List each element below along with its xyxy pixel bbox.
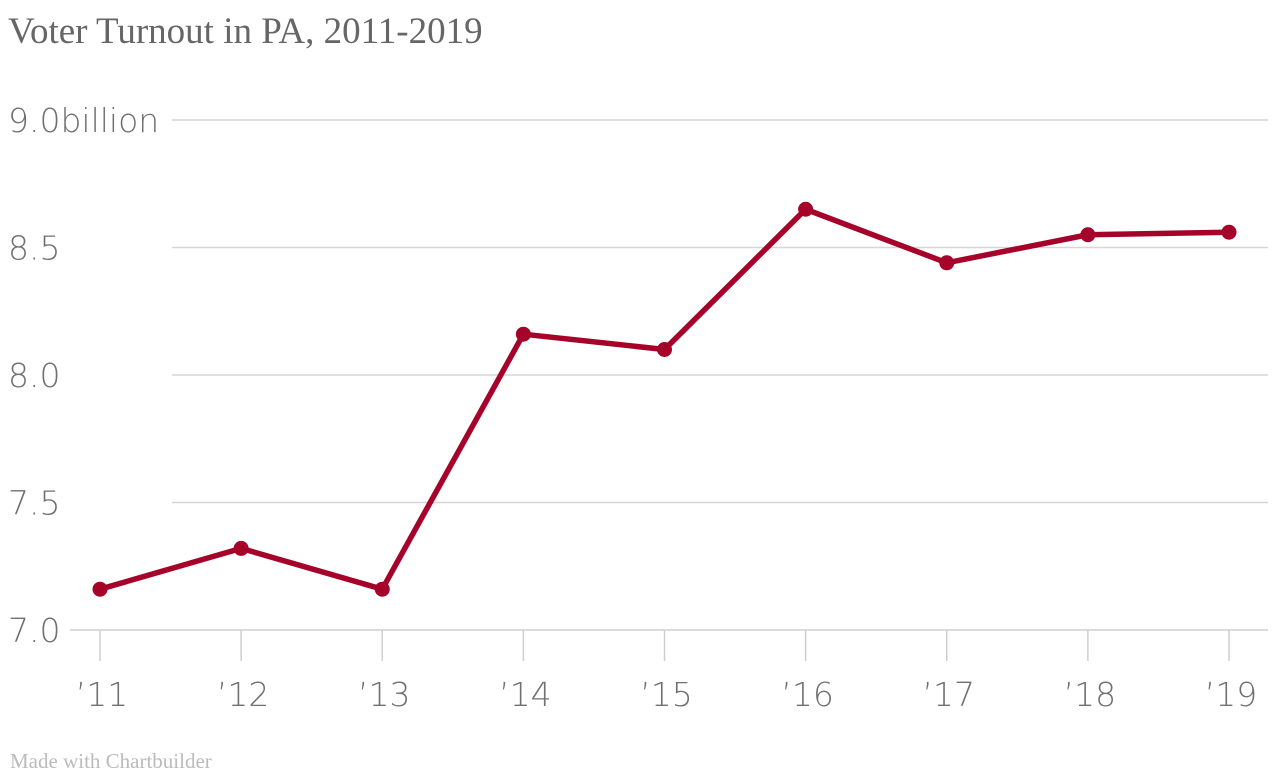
series-line <box>97 206 1232 592</box>
data-point[interactable] <box>515 326 531 342</box>
credit-text: Made with Chartbuilder <box>10 749 212 773</box>
x-tick-label: ’11 <box>76 675 128 714</box>
series <box>92 201 1237 597</box>
data-point[interactable] <box>657 342 672 357</box>
y-tick-label: 9.0billion <box>8 101 159 140</box>
y-tick-label: 7.0 <box>8 611 60 650</box>
data-point[interactable] <box>939 255 955 271</box>
x-tick-label: ’12 <box>217 675 269 714</box>
x-tick-label: ’18 <box>1064 675 1116 714</box>
data-point[interactable] <box>798 201 814 217</box>
data-point[interactable] <box>1080 227 1096 243</box>
data-point[interactable] <box>233 540 249 556</box>
y-tick-label: 8.0 <box>8 356 60 395</box>
x-axis-ticks <box>99 630 1230 661</box>
data-point[interactable] <box>374 581 390 597</box>
data-point[interactable] <box>1221 224 1237 240</box>
x-tick-label: ’13 <box>358 675 410 714</box>
x-tick-label: ’19 <box>1205 675 1257 714</box>
chart-title: Voter Turnout in PA, 2011-2019 <box>8 11 483 52</box>
x-axis-labels: ’11 ’12 ’13 ’14 ’15 ’16 ’17 ’18 ’19 <box>76 675 1257 714</box>
x-tick-label: ’14 <box>499 675 551 714</box>
x-tick-label: ’16 <box>781 675 833 714</box>
x-tick-label: ’15 <box>640 675 692 714</box>
y-tick-label: 8.5 <box>8 229 60 268</box>
y-axis-labels: 7.0 7.5 8.0 8.5 9.0billion <box>8 101 159 650</box>
x-tick-label: ’17 <box>923 675 975 714</box>
gridlines <box>70 119 1268 631</box>
y-tick-label: 7.5 <box>8 484 60 523</box>
data-point[interactable] <box>92 581 108 597</box>
